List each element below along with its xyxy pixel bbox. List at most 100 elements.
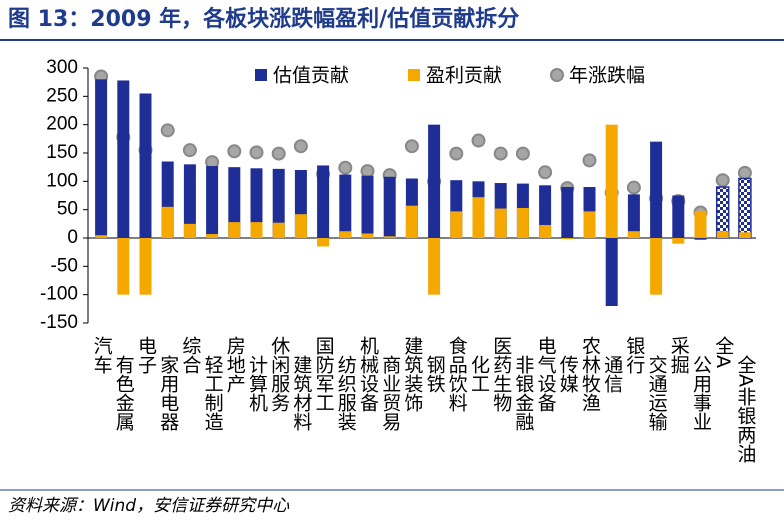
x-tick-label: 纺织服装 [335,355,357,431]
earnings-bar [716,231,729,238]
year-change-dot [338,160,353,175]
legend-swatch [408,69,420,81]
valuation-bar [561,187,574,238]
earnings-bar [317,238,330,247]
y-tick-label: 100 [46,170,78,191]
earnings-bar [183,223,196,238]
x-tick-label: 通信 [601,355,623,393]
x-tick-label: 汽车 [91,336,113,374]
year-change-dot [449,146,464,161]
earnings-bar [383,236,396,238]
y-tick-label: 200 [46,114,78,135]
valuation-bar [183,164,196,238]
earnings-bar [294,214,307,238]
earnings-bar [694,210,707,238]
x-tick-label: 电子 [135,336,157,374]
earnings-bar [539,224,552,238]
x-tick-label: 综合 [179,336,201,374]
valuation-bar [361,175,374,238]
valuation-bar [605,238,618,306]
year-change-dot [715,173,730,188]
valuation-bar [650,141,663,238]
earnings-bar [250,222,263,238]
legend-swatch [550,68,564,82]
earnings-bar [561,238,574,240]
valuation-bar [428,124,441,238]
y-tick-label: 300 [46,57,78,78]
earnings-bar [405,205,418,238]
valuation-bar [539,185,552,238]
y-tick-label: 50 [57,199,78,220]
earnings-bar [95,235,108,238]
valuation-bar [383,176,396,238]
y-tick-label: -150 [40,312,78,333]
year-change-dot [626,180,641,195]
valuation-bar [117,80,130,238]
x-tick-label: 国防军工 [313,336,335,412]
earnings-bar [738,232,751,238]
x-tick-label: 传媒 [557,355,579,393]
valuation-bar [627,194,640,238]
valuation-bar [95,79,108,238]
x-tick-label: 家用电器 [157,355,179,431]
year-change-dot [227,144,242,159]
earnings-bar [428,238,441,295]
x-tick-label: 计算机 [246,355,268,412]
earnings-bar [672,238,685,244]
year-change-dot [182,143,197,158]
year-change-dot [737,165,752,180]
y-tick-label: 0 [67,227,78,248]
x-tick-label: 银行 [623,336,645,374]
valuation-bar [694,238,707,240]
y-tick-label: -50 [51,255,78,276]
earnings-bar [494,208,507,238]
x-tick-label: 房地产 [224,336,246,393]
year-change-dot [160,123,175,138]
x-tick-label: 商业贸易 [379,355,401,432]
x-tick-label: 非银金融 [512,355,534,431]
earnings-bar [161,206,174,238]
valuation-bar [250,168,263,238]
legend-label: 盈利贡献 [426,65,502,87]
earnings-bar [117,238,130,295]
earnings-bar [516,207,529,238]
x-tick-label: 采掘 [668,336,690,374]
x-tick-label: 全A非银两油 [734,355,756,463]
x-tick-label: 公用事业 [690,355,712,431]
valuation-bar [206,166,219,238]
earnings-bar [228,222,241,238]
valuation-bar [339,174,352,238]
year-change-dot [293,139,308,154]
x-tick-label: 轻工制造 [202,355,224,431]
year-change-dot [515,146,530,161]
earnings-bar [605,124,618,238]
valuation-bar [139,93,152,238]
valuation-bar [228,167,241,238]
year-change-dot [538,165,553,180]
year-change-dot [271,146,286,161]
earnings-bar [583,211,596,238]
x-tick-label: 交通运输 [646,355,668,431]
y-tick-label: -100 [40,284,78,305]
chart-title: 图 13：2009 年，各板块涨跌幅盈利/估值贡献拆分 [8,6,519,32]
earnings-bar [272,222,285,238]
year-change-dot [471,133,486,148]
legend-swatch [255,69,267,81]
earnings-bar [650,238,663,295]
earnings-bar [472,197,485,238]
valuation-bar [715,186,730,239]
earnings-bar [361,233,374,238]
valuation-bar [672,195,685,238]
year-change-dot [404,139,419,154]
legend-label: 估值贡献 [273,65,349,87]
x-tick-label: 钢铁 [424,355,446,393]
valuation-bar [272,168,285,238]
x-tick-label: 有色金属 [113,355,135,432]
x-tick-label: 全A [712,336,734,368]
valuation-bar [738,177,752,239]
year-change-dot [493,146,508,161]
valuation-bar [317,165,330,238]
earnings-bar [139,238,152,295]
